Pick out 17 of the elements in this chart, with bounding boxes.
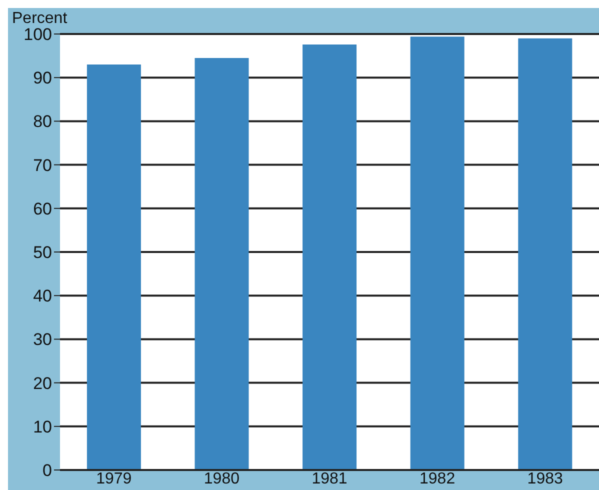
y-tick-label: 0 xyxy=(42,461,52,480)
y-tick-label: 90 xyxy=(33,68,52,88)
y-tick-label: 40 xyxy=(33,286,52,306)
y-tick-label: 50 xyxy=(33,243,52,262)
y-tick-label: 20 xyxy=(33,374,52,393)
y-tick-label: 80 xyxy=(33,112,52,132)
y-axis-title: Percent xyxy=(12,10,68,28)
x-tick-label: 1979 xyxy=(96,470,132,488)
x-tick-label: 1980 xyxy=(204,470,240,488)
x-tick-label: 1981 xyxy=(312,470,348,488)
y-tick-label: 10 xyxy=(33,417,52,436)
y-tick-label: 100 xyxy=(24,25,52,44)
y-tick-label: 70 xyxy=(33,156,52,175)
y-tick-label: 30 xyxy=(33,330,52,350)
x-tick-label: 1982 xyxy=(420,470,456,488)
x-tick-label: 1983 xyxy=(527,470,563,488)
y-tick-label: 60 xyxy=(33,199,52,218)
